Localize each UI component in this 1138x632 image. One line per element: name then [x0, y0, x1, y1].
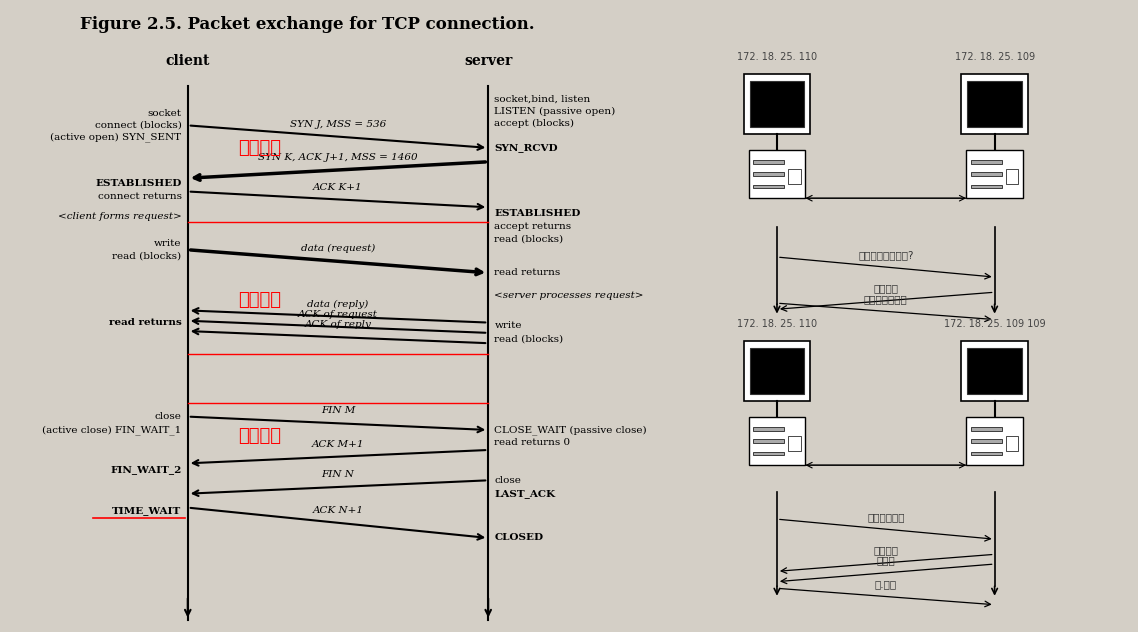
- Text: socket,bind, listen: socket,bind, listen: [495, 95, 591, 104]
- FancyBboxPatch shape: [971, 439, 1001, 443]
- Text: read (blocks): read (blocks): [495, 334, 563, 343]
- Text: ACK of reply: ACK of reply: [305, 320, 371, 329]
- FancyBboxPatch shape: [750, 348, 805, 394]
- FancyBboxPatch shape: [971, 161, 1001, 164]
- FancyBboxPatch shape: [1006, 436, 1019, 451]
- FancyBboxPatch shape: [971, 451, 1001, 456]
- FancyBboxPatch shape: [967, 81, 1022, 127]
- FancyBboxPatch shape: [744, 341, 810, 401]
- FancyBboxPatch shape: [749, 150, 805, 198]
- Text: 数据传送: 数据传送: [238, 291, 281, 308]
- Text: (active close) FIN_WAIT_1: (active close) FIN_WAIT_1: [42, 425, 182, 435]
- FancyBboxPatch shape: [971, 173, 1001, 176]
- Text: LAST_ACK: LAST_ACK: [495, 489, 555, 498]
- Text: data (request): data (request): [300, 245, 376, 253]
- Text: 我要结束连接: 我要结束连接: [867, 512, 905, 522]
- FancyBboxPatch shape: [789, 436, 801, 451]
- Text: read (blocks): read (blocks): [113, 252, 182, 260]
- FancyBboxPatch shape: [962, 74, 1028, 135]
- Text: (active open) SYN_SENT: (active open) SYN_SENT: [50, 133, 182, 142]
- Text: CLOSED: CLOSED: [495, 533, 544, 542]
- Text: ACK K+1: ACK K+1: [313, 183, 363, 191]
- FancyBboxPatch shape: [962, 341, 1028, 401]
- FancyBboxPatch shape: [753, 427, 784, 431]
- Text: ACK N+1: ACK N+1: [313, 506, 363, 515]
- Text: 172. 18. 25. 110: 172. 18. 25. 110: [737, 319, 817, 329]
- Text: CLOSE_WAIT (passive close): CLOSE_WAIT (passive close): [495, 425, 648, 435]
- FancyBboxPatch shape: [1006, 169, 1019, 184]
- Text: connect (blocks): connect (blocks): [94, 121, 182, 130]
- FancyBboxPatch shape: [967, 348, 1022, 394]
- FancyBboxPatch shape: [753, 185, 784, 188]
- Text: 当然可以: 当然可以: [873, 545, 898, 556]
- Text: SYN_RCVD: SYN_RCVD: [495, 143, 558, 152]
- Text: data (reply): data (reply): [307, 300, 369, 308]
- Text: FIN M: FIN M: [321, 406, 355, 415]
- FancyBboxPatch shape: [789, 169, 801, 184]
- Text: FIN_WAIT_2: FIN_WAIT_2: [110, 465, 182, 474]
- Text: 172. 18. 25. 110: 172. 18. 25. 110: [737, 52, 817, 62]
- Text: SYN K, ACK J+1, MSS = 1460: SYN K, ACK J+1, MSS = 1460: [258, 153, 418, 162]
- Text: FIN N: FIN N: [322, 470, 354, 479]
- Text: ESTABLISHED: ESTABLISHED: [96, 178, 182, 188]
- FancyBboxPatch shape: [753, 451, 784, 456]
- FancyBboxPatch shape: [971, 427, 1001, 431]
- Text: ACK M+1: ACK M+1: [312, 440, 364, 449]
- Text: read returns: read returns: [109, 318, 182, 327]
- FancyBboxPatch shape: [744, 74, 810, 135]
- Text: write: write: [154, 239, 182, 248]
- Text: 那我就不客气了: 那我就不客气了: [864, 294, 908, 304]
- Text: close: close: [155, 412, 182, 421]
- FancyBboxPatch shape: [971, 185, 1001, 188]
- Text: 172. 18. 25. 109 109: 172. 18. 25. 109 109: [943, 319, 1046, 329]
- Text: 三次握手: 三次握手: [238, 140, 281, 157]
- Text: <client forms request>: <client forms request>: [58, 212, 182, 221]
- Text: client: client: [166, 54, 209, 68]
- Text: read (blocks): read (blocks): [495, 234, 563, 243]
- Text: 当然可以: 当然可以: [873, 283, 898, 293]
- Text: TIME_WAIT: TIME_WAIT: [113, 506, 182, 515]
- Text: server: server: [464, 54, 512, 68]
- Text: 终止了: 终止了: [876, 556, 896, 566]
- Text: ESTABLISHED: ESTABLISHED: [495, 209, 580, 218]
- Text: Figure 2.5. Packet exchange for TCP connection.: Figure 2.5. Packet exchange for TCP conn…: [80, 16, 535, 33]
- Text: write: write: [495, 321, 522, 330]
- Text: read returns 0: read returns 0: [495, 438, 570, 447]
- FancyBboxPatch shape: [966, 150, 1023, 198]
- Text: connect returns: connect returns: [98, 192, 182, 201]
- Text: LISTEN (passive open): LISTEN (passive open): [495, 107, 616, 116]
- Text: <server processes request>: <server processes request>: [495, 291, 644, 300]
- Text: ACK of request: ACK of request: [298, 310, 378, 319]
- Text: read returns: read returns: [495, 269, 561, 277]
- FancyBboxPatch shape: [749, 416, 805, 465]
- Text: 好.收到: 好.收到: [875, 579, 897, 589]
- Text: accept (blocks): accept (blocks): [495, 119, 575, 128]
- FancyBboxPatch shape: [750, 81, 805, 127]
- FancyBboxPatch shape: [753, 161, 784, 164]
- Text: 四次挥手: 四次挥手: [238, 427, 281, 445]
- FancyBboxPatch shape: [966, 416, 1023, 465]
- FancyBboxPatch shape: [753, 173, 784, 176]
- Text: SYN J, MSS = 536: SYN J, MSS = 536: [290, 119, 386, 129]
- Text: accept returns: accept returns: [495, 222, 571, 231]
- Text: 172. 18. 25. 109: 172. 18. 25. 109: [955, 52, 1034, 62]
- FancyBboxPatch shape: [753, 439, 784, 443]
- Text: 我可以连接到你吗?: 我可以连接到你吗?: [858, 250, 914, 260]
- Text: socket: socket: [148, 109, 182, 118]
- Text: close: close: [495, 476, 521, 485]
